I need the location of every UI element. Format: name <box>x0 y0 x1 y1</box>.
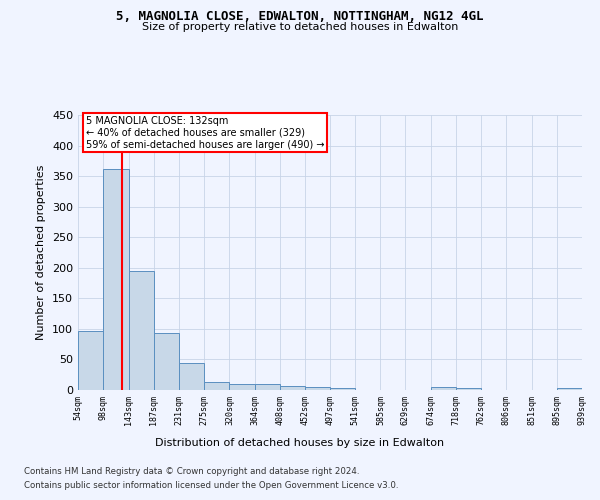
Text: Contains public sector information licensed under the Open Government Licence v3: Contains public sector information licen… <box>24 481 398 490</box>
Bar <box>204 382 229 390</box>
Y-axis label: Number of detached properties: Number of detached properties <box>37 165 46 340</box>
Bar <box>330 388 355 390</box>
Bar <box>280 386 305 390</box>
Bar <box>431 387 456 390</box>
Text: Size of property relative to detached houses in Edwalton: Size of property relative to detached ho… <box>142 22 458 32</box>
Bar <box>154 333 179 390</box>
Bar <box>456 388 481 390</box>
Text: Contains HM Land Registry data © Crown copyright and database right 2024.: Contains HM Land Registry data © Crown c… <box>24 468 359 476</box>
Bar <box>179 362 204 390</box>
Text: 5, MAGNOLIA CLOSE, EDWALTON, NOTTINGHAM, NG12 4GL: 5, MAGNOLIA CLOSE, EDWALTON, NOTTINGHAM,… <box>116 10 484 23</box>
Bar <box>229 384 254 390</box>
Bar <box>557 388 582 390</box>
Bar <box>78 330 103 390</box>
Bar <box>128 272 154 390</box>
Bar <box>103 169 128 390</box>
Bar <box>305 387 330 390</box>
Text: Distribution of detached houses by size in Edwalton: Distribution of detached houses by size … <box>155 438 445 448</box>
Text: 5 MAGNOLIA CLOSE: 132sqm
← 40% of detached houses are smaller (329)
59% of semi-: 5 MAGNOLIA CLOSE: 132sqm ← 40% of detach… <box>86 116 324 150</box>
Bar <box>254 384 280 390</box>
